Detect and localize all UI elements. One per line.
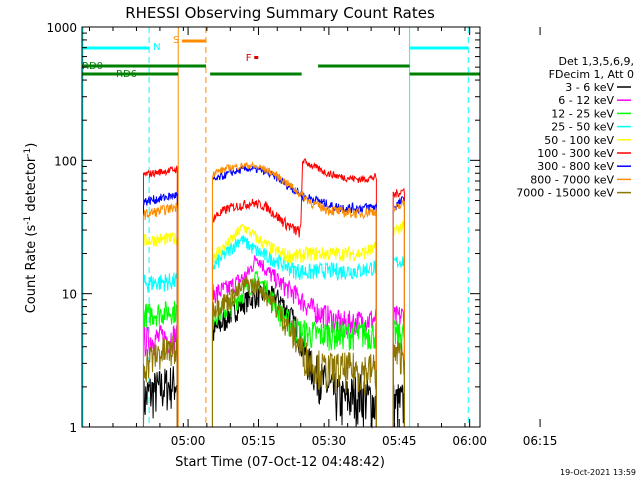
series-line — [212, 164, 377, 215]
x-tick-label: 05:15 — [241, 434, 276, 448]
plot-frame — [81, 26, 481, 428]
legend-label: 50 - 100 keV — [544, 134, 614, 147]
series-line — [392, 340, 405, 376]
series-line — [212, 161, 377, 220]
series-layer — [142, 158, 405, 429]
series-line — [212, 255, 377, 337]
series-line — [143, 202, 178, 221]
chart-title: RHESSI Observing Summary Count Rates — [125, 4, 435, 22]
legend: Det 1,3,5,6,9, FDecim 1, Att 0 3 - 6 keV… — [516, 55, 634, 200]
y-tick-label: 1 — [69, 421, 77, 435]
series-line — [212, 285, 377, 429]
legend-label: 3 - 6 keV — [565, 81, 614, 94]
x-tick-label: 05:00 — [171, 434, 206, 448]
x-tick-label: 06:00 — [452, 434, 487, 448]
series-line — [143, 231, 178, 247]
series-line — [143, 335, 178, 383]
legend-label: 300 - 800 keV — [537, 160, 614, 173]
legend-label: 6 - 12 keV — [558, 94, 614, 107]
series-line — [212, 235, 377, 282]
tick-layer: 1 10 100 1000 05:00 05:15 05:30 05:45 06:00 06:15 — [46, 21, 557, 448]
legend-label: 25 - 50 keV — [551, 121, 614, 134]
annotation-layer: S N F RD0 RD6 — [82, 27, 480, 427]
annotation-rd6: RD6 — [116, 69, 137, 80]
y-tick-label: 10 — [62, 288, 77, 302]
series-line — [143, 300, 178, 328]
y-axis-label: Count Rate (s-1 detector-1) — [23, 143, 39, 314]
annotation-rd0: RD0 — [82, 61, 103, 72]
legend-label: 7000 - 15000 keV — [516, 187, 614, 200]
series-line — [143, 272, 178, 293]
x-tick-label: 06:15 — [523, 434, 558, 448]
series-line — [392, 187, 405, 199]
series-line — [143, 165, 178, 179]
legend-label: 100 - 300 keV — [537, 147, 614, 160]
series-line — [392, 196, 405, 212]
series-line — [212, 270, 377, 351]
series-line — [143, 324, 178, 358]
series-line — [392, 254, 405, 268]
series-line — [392, 384, 405, 428]
timestamp: 19-Oct-2021 13:59 — [560, 468, 636, 477]
annotation-flare: F — [246, 53, 252, 64]
series-line — [392, 200, 405, 214]
legend-label: 800 - 7000 keV — [530, 173, 614, 186]
legend-header-2: FDecim 1, Att 0 — [549, 68, 634, 81]
annotation-night: N — [153, 42, 160, 53]
y-tick-label: 100 — [54, 154, 77, 168]
x-axis-label: Start Time (07-Oct-12 04:48:42) — [175, 455, 385, 470]
series-line — [212, 223, 377, 264]
x-tick-label: 05:45 — [382, 434, 417, 448]
annotation-saa: S — [173, 35, 179, 46]
legend-label: 12 - 25 keV — [551, 107, 614, 120]
series-line — [212, 158, 377, 238]
x-tick-label: 05:30 — [312, 434, 347, 448]
series-line — [212, 276, 377, 395]
series-line — [392, 220, 405, 237]
y-tick-label: 1000 — [46, 21, 77, 35]
series-line — [143, 191, 178, 207]
flare-marker — [254, 56, 259, 59]
series-line — [143, 366, 178, 428]
series-line — [392, 305, 405, 329]
legend-header-1: Det 1,3,5,6,9, — [558, 55, 634, 68]
